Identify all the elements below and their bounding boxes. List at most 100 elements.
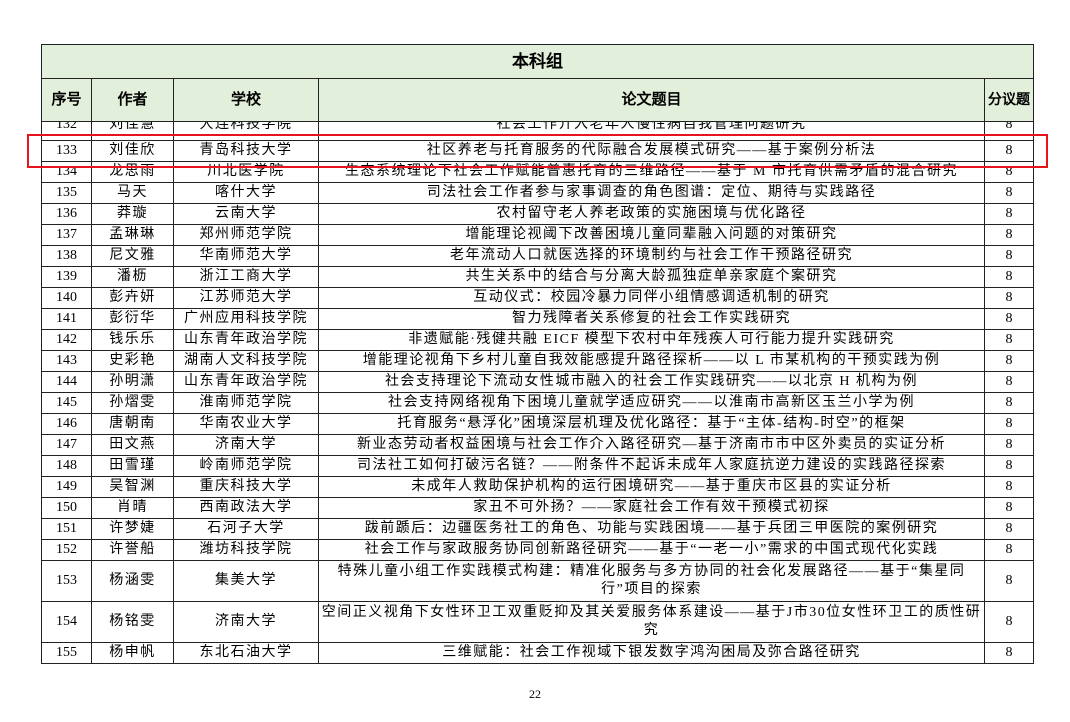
row-school: 淮南师范学院: [173, 392, 319, 414]
row-school-text: 川北医学院: [207, 164, 285, 179]
row-author: 刘佳慧: [91, 121, 174, 141]
row-title: 农村留守老人养老政策的实施困境与优化路径: [318, 203, 985, 225]
table-row: 149 吴智渊 重庆科技大学 未成年人救助保护机构的运行困境研究——基于重庆市区县的实…: [41, 476, 1035, 498]
table-row: 139 潘枥 浙江工商大学 共生关系中的结合与分离大龄孤独症单亲家庭个案研究 8: [41, 266, 1035, 288]
row-author: 孟琳琳: [91, 224, 174, 246]
row-no-text: 141: [56, 311, 77, 326]
row-school-text: 华南农业大学: [199, 416, 293, 431]
row-school-text: 山东青年政治学院: [184, 374, 308, 389]
row-title: 空间正义视角下女性环卫工双重贬抑及其关爱服务体系建设——基于J市30位女性环卫工…: [318, 601, 985, 643]
row-title: 跋前踬后：边疆医务社工的角色、功能与实践困境——基于兵团三甲医院的案例研究: [318, 518, 985, 540]
row-school-text: 东北石油大学: [199, 645, 293, 660]
row-topic: 8: [983, 392, 1035, 414]
row-title: 家丑不可外扬？——家庭社会工作有效干预模式初探: [318, 497, 985, 519]
row-author: 龙思雨: [91, 161, 174, 183]
row-title-text: 司法社会工作者参与家事调查的角色图谱：定位、期待与实践路径: [426, 185, 877, 200]
row-school-text: 济南大学: [215, 614, 277, 629]
row-no-text: 145: [56, 395, 77, 410]
row-title-text: 智力残障者关系修复的社会工作实践研究: [512, 311, 791, 326]
row-topic: 8: [983, 642, 1035, 664]
row-author-text: 马天: [117, 185, 148, 200]
row-topic-text: 8: [1005, 374, 1013, 389]
row-no: 155: [41, 642, 92, 664]
row-author-text: 孙熠雯: [109, 395, 156, 410]
row-no: 141: [41, 308, 92, 330]
row-topic: 8: [983, 224, 1035, 246]
row-school: 湖南人文科技学院: [173, 350, 319, 372]
table-row: 140 彭卉妍 江苏师范大学 互动仪式：校园冷暴力同伴小组情感调适机制的研究 8: [41, 287, 1035, 309]
row-no: 140: [41, 287, 92, 309]
row-title-text: 三维赋能：社会工作视域下银发数字鸿沟困局及弥合路径研究: [442, 645, 861, 660]
row-school: 华南师范大学: [173, 245, 319, 267]
row-topic-text: 8: [1005, 542, 1013, 557]
row-topic: 8: [983, 560, 1035, 602]
table-row: 138 尼文雅 华南师范大学 老年流动人口就医选择的环境制约与社会工作干预路径研究 8: [41, 245, 1035, 267]
row-title: 三维赋能：社会工作视域下银发数字鸿沟困局及弥合路径研究: [318, 642, 985, 664]
table-row: 152 许誉船 潍坊科技学院 社会工作与家政服务协同创新路径研究——基于“一老一小”需…: [41, 539, 1035, 561]
table-row: 153 杨涵雯 集美大学 特殊儿童小组工作实践模式构建：精准化服务与多方协同的社会化发…: [41, 560, 1035, 602]
row-author: 许誉船: [91, 539, 174, 561]
row-title-text: 社会支持网络视角下困境儿童就学适应研究——以淮南市高新区玉兰小学为例: [388, 395, 915, 410]
row-author: 彭衍华: [91, 308, 174, 330]
row-no: 152: [41, 539, 92, 561]
row-author-text: 彭衍华: [109, 311, 156, 326]
row-title: 智力残障者关系修复的社会工作实践研究: [318, 308, 985, 330]
row-no: 146: [41, 413, 92, 435]
row-topic-text: 8: [1005, 353, 1013, 368]
row-topic-text: 8: [1005, 573, 1013, 588]
row-topic-text: 8: [1005, 521, 1013, 536]
row-school: 川北医学院: [173, 161, 319, 183]
row-author-text: 田雪瑾: [109, 458, 156, 473]
row-topic-text: 8: [1005, 248, 1013, 263]
row-author: 孙熠雯: [91, 392, 174, 414]
row-title: 社会支持网络视角下困境儿童就学适应研究——以淮南市高新区玉兰小学为例: [318, 392, 985, 414]
row-topic-text: 8: [1005, 143, 1013, 158]
header-no: 序号: [41, 78, 92, 122]
header-school: 学校: [173, 78, 319, 122]
row-title-text: 司法社工如何打破污名链？——附条件不起诉未成年人家庭抗逆力建设的实践路径探索: [357, 458, 946, 473]
row-title-text: 特殊儿童小组工作实践模式构建：精准化服务与多方协同的社会化发展路径——基于“集星…: [337, 564, 966, 597]
row-author: 史彩艳: [91, 350, 174, 372]
row-topic: 8: [983, 245, 1035, 267]
row-topic: 8: [983, 455, 1035, 477]
row-no-text: 150: [56, 500, 77, 515]
row-topic-text: 8: [1005, 479, 1013, 494]
row-no-text: 143: [56, 353, 77, 368]
row-author-text: 尼文雅: [109, 248, 156, 263]
row-topic: 8: [983, 182, 1035, 204]
row-no-text: 134: [56, 164, 77, 179]
row-school-text: 青岛科技大学: [199, 143, 293, 158]
row-school-text: 集美大学: [215, 573, 277, 588]
row-school-text: 浙江工商大学: [199, 269, 293, 284]
row-topic: 8: [983, 601, 1035, 643]
table-row: 133 刘佳欣 青岛科技大学 社区养老与托育服务的代际融合发展模式研究——基于案例分析…: [41, 140, 1035, 162]
row-school: 集美大学: [173, 560, 319, 602]
row-no-text: 140: [56, 290, 77, 305]
row-title-text: 跋前踬后：边疆医务社工的角色、功能与实践困境——基于兵团三甲医院的案例研究: [364, 521, 939, 536]
row-no-text: 149: [56, 479, 77, 494]
row-author: 许梦婕: [91, 518, 174, 540]
table-row: 147 田文燕 济南大学 新业态劳动者权益困境与社会工作介入路径研究—基于济南市市中区…: [41, 434, 1035, 456]
row-school: 山东青年政治学院: [173, 371, 319, 393]
page-number: 22: [529, 687, 541, 701]
table-row: 135 马天 喀什大学 司法社会工作者参与家事调查的角色图谱：定位、期待与实践路径 8: [41, 182, 1035, 204]
row-topic-text: 8: [1005, 395, 1013, 410]
row-author-text: 龙思雨: [109, 164, 156, 179]
row-author-text: 莽璇: [117, 206, 148, 221]
row-topic-text: 8: [1005, 437, 1013, 452]
row-school-text: 江苏师范大学: [199, 290, 293, 305]
row-title-text: 增能理论视阈下改善困境儿童同辈融入问题的对策研究: [465, 227, 838, 242]
row-topic: 8: [983, 371, 1035, 393]
row-school: 济南大学: [173, 434, 319, 456]
row-topic-text: 8: [1005, 645, 1013, 660]
row-title-text: 社会支持理论下流动女性城市融入的社会工作实践研究——以北京 H 机构为例: [384, 374, 919, 389]
row-no: 144: [41, 371, 92, 393]
row-title: 社会工作与家政服务协同创新路径研究——基于“一老一小”需求的中国式现代化实践: [318, 539, 985, 561]
row-topic: 8: [983, 518, 1035, 540]
table-row: 154 杨铭雯 济南大学 空间正义视角下女性环卫工双重贬抑及其关爱服务体系建设——基于…: [41, 601, 1035, 643]
row-title: 特殊儿童小组工作实践模式构建：精准化服务与多方协同的社会化发展路径——基于“集星…: [318, 560, 985, 602]
row-no: 142: [41, 329, 92, 351]
row-topic-text: 8: [1005, 290, 1013, 305]
header-title: 论文题目: [318, 78, 985, 122]
row-school-text: 岭南师范学院: [199, 458, 293, 473]
